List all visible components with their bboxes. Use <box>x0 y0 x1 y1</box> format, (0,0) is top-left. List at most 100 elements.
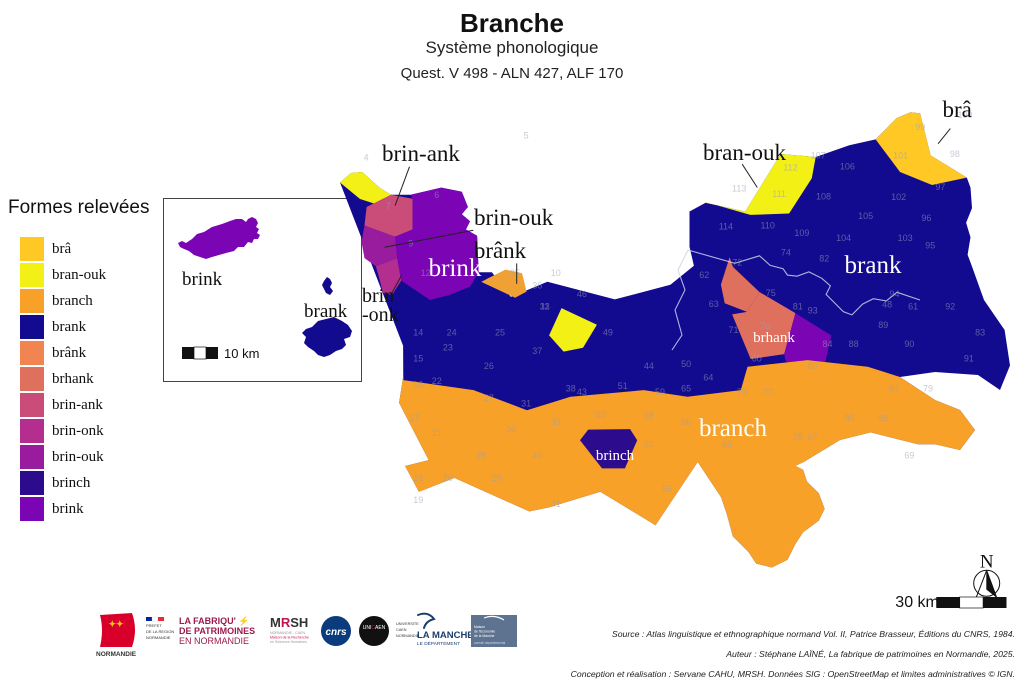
svg-text:23: 23 <box>443 343 453 353</box>
svg-text:75: 75 <box>766 288 776 298</box>
svg-text:62: 62 <box>699 270 709 280</box>
svg-text:99: 99 <box>915 122 925 132</box>
svg-text:108: 108 <box>816 191 831 201</box>
svg-text:17: 17 <box>409 413 419 423</box>
svg-text:63: 63 <box>709 299 719 309</box>
svg-text:66: 66 <box>681 417 691 427</box>
svg-text:5: 5 <box>524 130 529 140</box>
svg-text:111: 111 <box>772 189 786 199</box>
svg-text:79: 79 <box>923 383 933 393</box>
svg-text:114: 114 <box>719 222 733 232</box>
svg-text:30 km: 30 km <box>895 594 939 611</box>
svg-text:N: N <box>980 551 994 572</box>
svg-text:branch: branch <box>699 415 768 442</box>
svg-text:91: 91 <box>964 354 974 364</box>
svg-text:67: 67 <box>808 432 818 442</box>
svg-text:107: 107 <box>811 150 826 160</box>
svg-text:58: 58 <box>644 411 654 421</box>
svg-text:65: 65 <box>681 383 691 393</box>
svg-text:15: 15 <box>413 354 423 364</box>
svg-text:92: 92 <box>945 302 955 312</box>
svg-text:22: 22 <box>432 376 442 386</box>
svg-text:113: 113 <box>732 184 746 194</box>
svg-text:27: 27 <box>484 393 494 403</box>
svg-text:-onk: -onk <box>362 304 399 326</box>
svg-text:105: 105 <box>858 211 873 221</box>
svg-text:31: 31 <box>521 398 531 408</box>
svg-text:brâ: brâ <box>943 97 972 122</box>
svg-text:36: 36 <box>532 281 542 291</box>
svg-text:101: 101 <box>893 150 908 160</box>
svg-text:50: 50 <box>681 359 691 369</box>
svg-text:brin-ouk: brin-ouk <box>474 205 554 230</box>
svg-text:28: 28 <box>476 450 486 460</box>
svg-text:84: 84 <box>822 339 832 349</box>
svg-text:60: 60 <box>752 354 762 364</box>
svg-text:39: 39 <box>551 417 561 427</box>
svg-text:40: 40 <box>532 450 542 460</box>
svg-text:71: 71 <box>728 325 738 335</box>
svg-text:93: 93 <box>808 305 818 315</box>
svg-text:20: 20 <box>443 473 453 483</box>
svg-text:4: 4 <box>364 153 369 163</box>
svg-text:90: 90 <box>904 339 914 349</box>
svg-text:10: 10 <box>551 268 561 278</box>
svg-text:bran-ouk: bran-ouk <box>703 140 787 165</box>
svg-text:87: 87 <box>889 383 899 393</box>
svg-text:48: 48 <box>882 299 892 309</box>
svg-text:6: 6 <box>434 190 439 200</box>
svg-text:104: 104 <box>836 233 851 243</box>
svg-text:109: 109 <box>794 228 809 238</box>
svg-text:106: 106 <box>840 162 855 172</box>
svg-text:97: 97 <box>935 182 945 192</box>
svg-text:9: 9 <box>408 238 413 248</box>
svg-text:74: 74 <box>781 248 791 258</box>
svg-text:102: 102 <box>891 192 906 202</box>
svg-text:brhank: brhank <box>753 330 795 346</box>
svg-text:41: 41 <box>551 499 561 509</box>
svg-text:49: 49 <box>603 328 613 338</box>
svg-text:89: 89 <box>878 320 888 330</box>
svg-text:59: 59 <box>655 387 665 397</box>
svg-text:95: 95 <box>925 241 935 251</box>
svg-text:33: 33 <box>540 302 550 312</box>
svg-text:86: 86 <box>878 413 888 423</box>
svg-text:brank: brank <box>845 252 902 279</box>
svg-text:82: 82 <box>819 254 829 264</box>
svg-text:83: 83 <box>975 328 985 338</box>
svg-text:94: 94 <box>889 289 899 299</box>
svg-text:85: 85 <box>845 413 855 423</box>
svg-text:57: 57 <box>644 439 654 449</box>
svg-text:52: 52 <box>595 410 605 420</box>
svg-text:35: 35 <box>510 268 520 278</box>
svg-text:70: 70 <box>737 387 747 397</box>
svg-text:brinch: brinch <box>596 448 635 464</box>
svg-text:46: 46 <box>577 289 587 299</box>
svg-text:24: 24 <box>447 328 457 338</box>
svg-text:44: 44 <box>644 361 654 371</box>
svg-text:25: 25 <box>495 328 505 338</box>
svg-text:78: 78 <box>793 432 803 442</box>
svg-text:51: 51 <box>618 381 628 391</box>
svg-text:56: 56 <box>662 484 672 494</box>
svg-text:77: 77 <box>763 387 773 397</box>
svg-text:14: 14 <box>413 328 423 338</box>
svg-text:64: 64 <box>703 372 713 382</box>
svg-text:81: 81 <box>793 302 803 312</box>
svg-text:110: 110 <box>761 221 775 231</box>
svg-text:19: 19 <box>413 495 423 505</box>
svg-text:61: 61 <box>908 302 918 312</box>
svg-text:88: 88 <box>849 339 859 349</box>
svg-text:brânk: brânk <box>474 238 527 263</box>
svg-text:26: 26 <box>484 361 494 371</box>
svg-text:103: 103 <box>898 233 913 243</box>
svg-text:72: 72 <box>732 258 742 268</box>
svg-text:80: 80 <box>808 361 818 371</box>
svg-text:18: 18 <box>413 473 423 483</box>
svg-text:38: 38 <box>566 383 576 393</box>
svg-text:16: 16 <box>413 380 423 390</box>
svg-text:21: 21 <box>432 428 442 438</box>
svg-text:brin-ank: brin-ank <box>382 141 460 166</box>
svg-text:69: 69 <box>904 450 914 460</box>
svg-text:43: 43 <box>577 387 587 397</box>
